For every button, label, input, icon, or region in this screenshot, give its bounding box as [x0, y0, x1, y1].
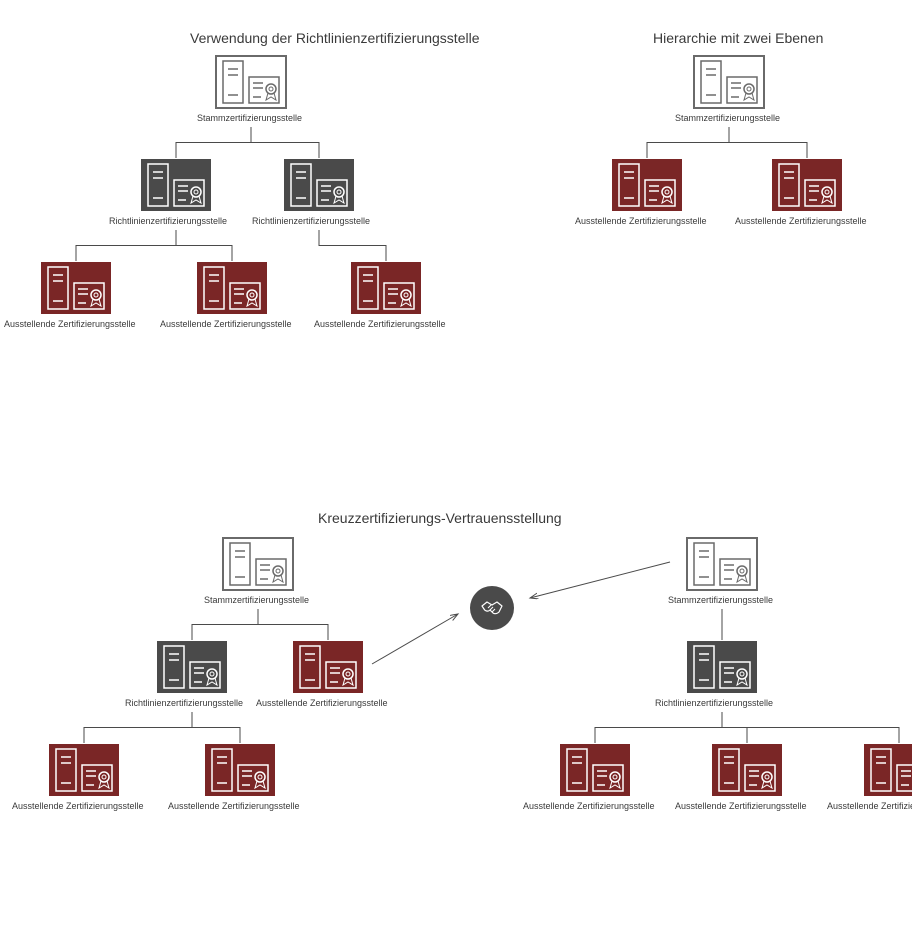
cert-node-issuing — [350, 261, 422, 315]
tree-connector — [251, 127, 319, 158]
cert-node-issuing — [196, 261, 268, 315]
cert-node-label: Stammzertifizierungsstelle — [204, 595, 309, 605]
diagram-title: Verwendung der Richtlinienzertifizierung… — [190, 30, 480, 46]
tree-connector — [76, 230, 176, 261]
cert-node-label: Richtlinienzertifizierungsstelle — [109, 216, 227, 226]
cert-node-policy — [686, 640, 758, 694]
cert-node-issuing — [863, 743, 912, 797]
cert-node-policy — [283, 158, 355, 212]
tree-connector — [176, 127, 251, 158]
cert-node-label: Ausstellende Zertifizierungsstelle — [12, 801, 144, 811]
cert-node-root — [222, 537, 294, 591]
tree-connector — [319, 230, 386, 261]
cert-node-issuing — [48, 743, 120, 797]
cert-node-issuing — [559, 743, 631, 797]
diagram-title: Hierarchie mit zwei Ebenen — [653, 30, 823, 46]
cert-node-issuing — [711, 743, 783, 797]
cert-node-label: Ausstellende Zertifizierungsstelle — [827, 801, 912, 811]
cert-node-label: Ausstellende Zertifizierungsstelle — [256, 698, 388, 708]
cert-node-label: Stammzertifizierungsstelle — [668, 595, 773, 605]
tree-connector — [729, 127, 807, 158]
diagram-title: Kreuzzertifizierungs-Vertrauensstellung — [318, 510, 562, 526]
cert-node-root — [215, 55, 287, 109]
tree-connector — [192, 609, 258, 640]
cert-node-policy — [156, 640, 228, 694]
cert-node-label: Ausstellende Zertifizierungsstelle — [314, 319, 446, 329]
cert-node-issuing — [204, 743, 276, 797]
cert-node-label: Richtlinienzertifizierungsstelle — [252, 216, 370, 226]
cert-node-issuing — [40, 261, 112, 315]
tree-connector — [258, 609, 328, 640]
cert-node-label: Stammzertifizierungsstelle — [675, 113, 780, 123]
cert-node-root — [686, 537, 758, 591]
tree-connector — [192, 712, 240, 743]
cert-node-label: Richtlinienzertifizierungsstelle — [655, 698, 773, 708]
tree-connector — [84, 712, 192, 743]
tree-connector — [176, 230, 232, 261]
cert-node-policy — [140, 158, 212, 212]
cert-node-issuing — [771, 158, 843, 212]
cert-node-label: Ausstellende Zertifizierungsstelle — [675, 801, 807, 811]
tree-connector — [647, 127, 729, 158]
cert-node-label: Ausstellende Zertifizierungsstelle — [523, 801, 655, 811]
cert-node-label: Richtlinienzertifizierungsstelle — [125, 698, 243, 708]
trust-arrow — [530, 562, 670, 598]
cert-node-label: Ausstellende Zertifizierungsstelle — [168, 801, 300, 811]
handshake-icon — [470, 586, 514, 630]
cert-node-label: Ausstellende Zertifizierungsstelle — [160, 319, 292, 329]
trust-arrow — [372, 614, 458, 664]
cert-node-label: Ausstellende Zertifizierungsstelle — [575, 216, 707, 226]
tree-connector — [722, 712, 899, 743]
cert-node-label: Stammzertifizierungsstelle — [197, 113, 302, 123]
cert-node-label: Ausstellende Zertifizierungsstelle — [735, 216, 867, 226]
cert-node-issuing — [611, 158, 683, 212]
tree-connector — [722, 712, 747, 743]
cert-node-issuing — [292, 640, 364, 694]
cert-node-label: Ausstellende Zertifizierungsstelle — [4, 319, 136, 329]
cert-node-root — [693, 55, 765, 109]
tree-connector — [595, 712, 722, 743]
